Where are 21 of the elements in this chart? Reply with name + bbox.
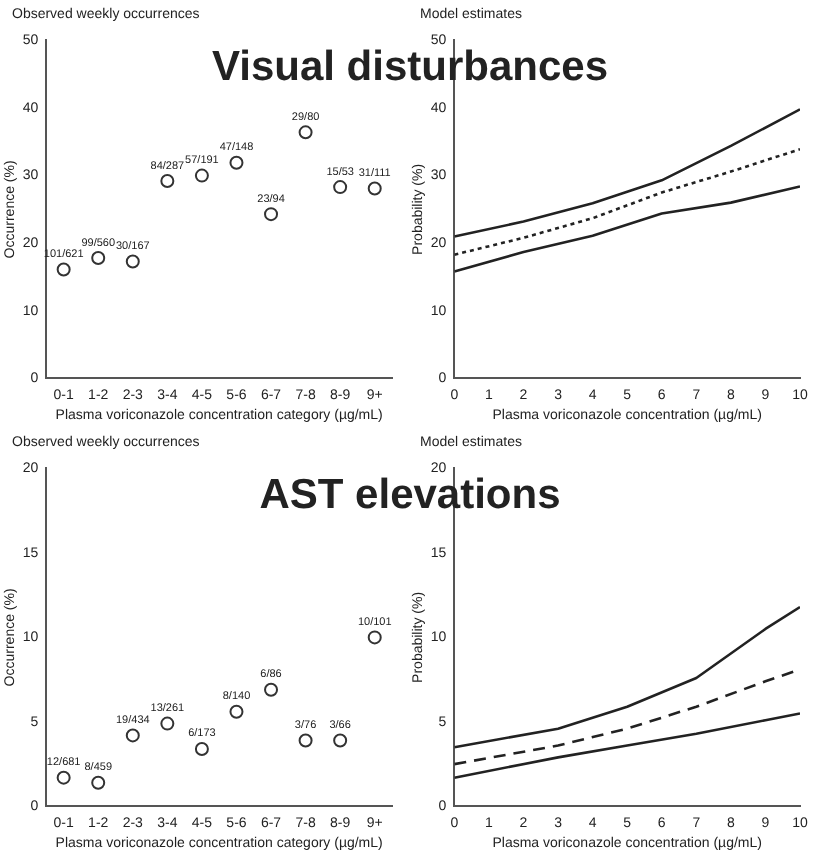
point: [56, 770, 71, 785]
point: [160, 716, 175, 731]
point: [160, 174, 175, 189]
point: [264, 207, 279, 222]
point: [229, 704, 244, 719]
point: [194, 168, 209, 183]
point: [264, 682, 279, 697]
point: [91, 775, 106, 790]
point: [56, 262, 71, 277]
point: [367, 181, 382, 196]
point: [298, 125, 313, 140]
point: [367, 630, 382, 645]
point: [333, 733, 348, 748]
point: [194, 741, 209, 756]
point: [298, 733, 313, 748]
line-series: [454, 147, 800, 256]
point: [333, 180, 348, 195]
point: [229, 155, 244, 170]
point: [125, 254, 140, 269]
point: [91, 251, 106, 266]
point: [125, 728, 140, 743]
